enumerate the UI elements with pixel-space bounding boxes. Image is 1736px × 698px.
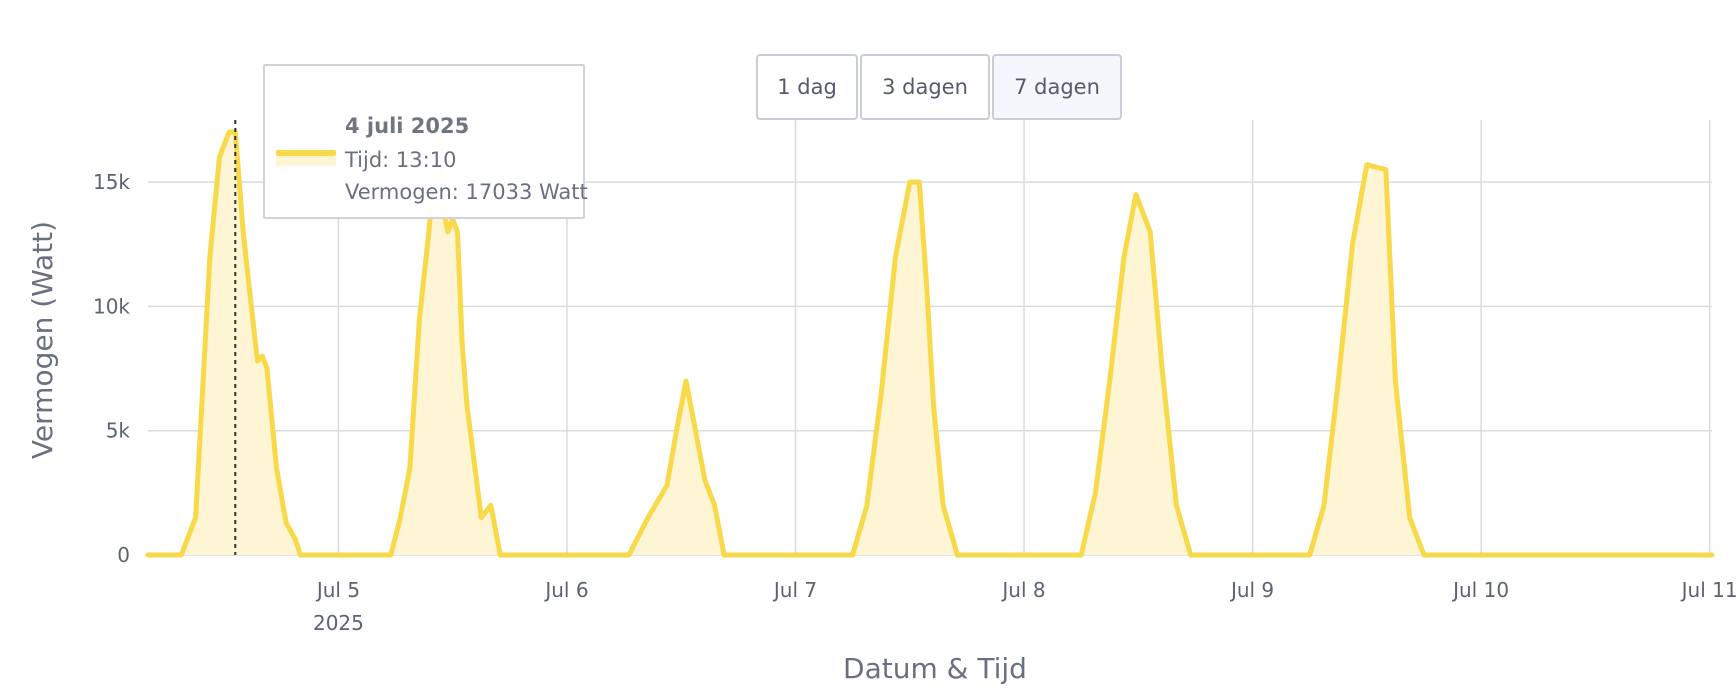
x-tick-label: Jul 10 (1451, 578, 1509, 602)
tooltip-power: Vermogen: 17033 Watt (345, 180, 588, 204)
range-1-dag-button[interactable]: 1 dag (756, 54, 858, 120)
hover-tooltip: 4 juli 2025 Tijd: 13:10 Vermogen: 17033 … (263, 64, 588, 219)
y-tick-label: 15k (93, 170, 130, 194)
range-7-dagen-button[interactable]: 7 dagen (992, 54, 1122, 120)
range-3-dagen-button[interactable]: 3 dagen (860, 54, 990, 120)
y-tick-label: 0 (117, 543, 130, 567)
x-tick-label: Jul 8 (1000, 578, 1045, 602)
y-tick-label: 10k (93, 294, 130, 318)
series-swatch-fill (276, 156, 336, 166)
x-tick-label: Jul 11 (1680, 578, 1736, 602)
tooltip-title: 4 juli 2025 (345, 114, 470, 138)
tick-labels: 0 5k 10k 15k Jul 5 2025 Jul 6 Jul 7 Jul 8 Jul 9 Ju… (93, 170, 1736, 635)
area-layer (145, 117, 1715, 558)
x-tick-label: Jul 7 (772, 578, 817, 602)
x-tick-sublabel: 2025 (313, 611, 364, 635)
x-tick-label: Jul 9 (1229, 578, 1274, 602)
tooltip-time: Tijd: 13:10 (345, 148, 457, 172)
x-tick-label: Jul 5 (315, 578, 360, 602)
series-line (145, 117, 1715, 558)
series-swatch-icon (276, 150, 336, 156)
y-axis-title: Vermogen (Watt) (26, 221, 59, 459)
y-tick-label: 5k (106, 419, 131, 443)
x-tick-label: Jul 6 (543, 578, 588, 602)
x-axis-title: Datum & Tijd (843, 652, 1027, 685)
